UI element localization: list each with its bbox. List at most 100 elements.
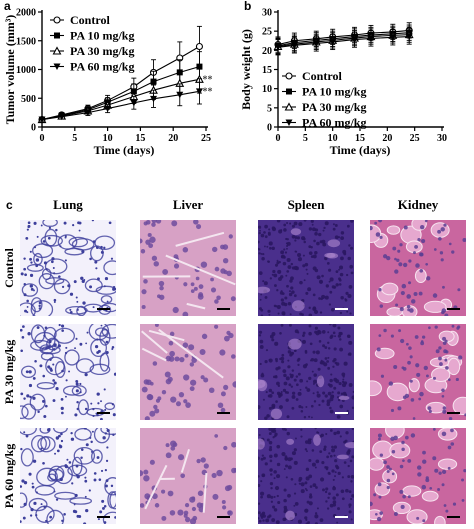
scale-bar [97,412,110,414]
x-tick-label: 5 [303,133,308,144]
nucleus [445,350,449,354]
nucleus [287,457,292,462]
nucleus [455,377,459,382]
nucleus [285,398,289,402]
nucleus [311,370,314,373]
nucleus [70,431,73,435]
nucleus [184,502,190,508]
nucleus [339,338,342,341]
alveolus [20,405,29,420]
nucleus [306,272,309,275]
nucleus [304,487,307,490]
nucleus [34,359,37,363]
nucleus [63,513,66,516]
nucleus [275,520,280,524]
nucleus [407,458,412,463]
nucleus [216,295,221,301]
nucleus [308,495,313,499]
nucleus [264,295,268,299]
nucleus [310,220,314,223]
nucleus [345,291,349,295]
nucleus [79,382,82,386]
data-point [274,44,282,51]
tubule [406,509,428,524]
legend-marker [52,46,62,55]
tubule [370,224,382,243]
nucleus [110,257,114,260]
nucleus [422,450,426,455]
nucleus [271,428,276,432]
nucleus [421,335,426,339]
nucleus [269,459,273,463]
nucleus [442,285,445,289]
nucleus [425,262,429,266]
nucleus [76,407,79,411]
nucleus [281,301,286,306]
nucleus [263,231,266,234]
nucleus [157,396,162,401]
nucleus [270,500,273,503]
nucleus [112,433,115,436]
nucleus [274,428,277,430]
nucleus [324,490,328,494]
nucleus [348,503,352,507]
nucleus [416,372,421,377]
panel-label-b: b [244,0,252,13]
nucleus [177,454,185,461]
nucleus [141,386,148,393]
nucleus [216,469,223,477]
nucleus [277,269,282,274]
histology-texture [20,428,116,524]
nucleus [58,275,61,278]
nucleus [374,221,378,225]
nucleus [103,388,106,391]
nucleus [31,482,34,485]
nucleus [191,506,197,512]
nucleus [331,445,334,449]
data-point [130,99,138,107]
nucleus [196,224,202,230]
nucleus [276,220,281,223]
nucleus [418,291,423,296]
alveolus [100,428,116,435]
nucleus [24,309,28,313]
nucleus [343,252,347,256]
nucleus [73,503,76,506]
nucleus [328,280,331,283]
nucleus [290,373,294,378]
nucleus [76,308,79,311]
nucleus [223,384,229,390]
nucleus [463,469,466,473]
histology-image-spleen [258,220,354,316]
nucleus [286,431,290,436]
nucleus [97,277,100,281]
nucleus [319,450,323,454]
nucleus [78,221,82,225]
nucleus [340,489,345,494]
alveolus [84,278,103,293]
nucleus [264,416,268,420]
nucleus [382,254,388,259]
nucleus [282,312,286,316]
nucleus [291,391,296,395]
nucleus [408,281,412,285]
nucleus [212,493,219,500]
nucleus [316,393,321,398]
nucleus [331,391,334,394]
nucleus [342,378,345,381]
red-pulp [288,338,302,350]
nucleus [290,351,294,356]
nucleus [266,438,270,442]
alveolus [99,328,111,346]
nucleus [410,398,415,402]
nucleus [350,246,354,250]
nucleus [58,444,63,449]
nucleus [279,291,284,295]
nucleus [53,490,56,493]
nucleus [388,381,394,386]
nucleus [98,478,102,481]
nucleus [280,250,285,255]
histology-row-label: PA 30 mg/kg [2,339,16,405]
nucleus [268,228,271,231]
nucleus [348,340,353,345]
